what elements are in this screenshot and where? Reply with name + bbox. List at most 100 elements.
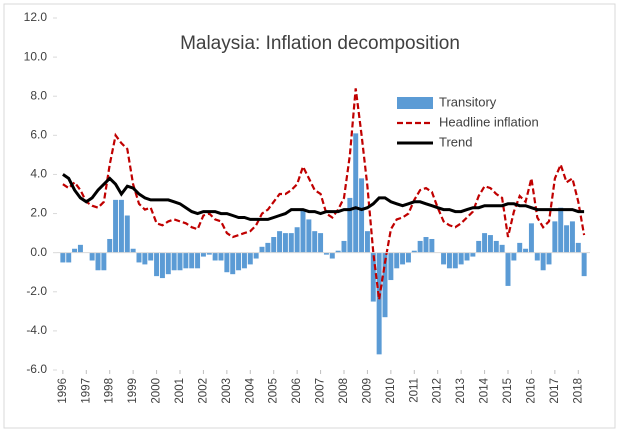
x-tick-label: 2003 (221, 378, 233, 404)
bar (523, 248, 529, 253)
bar (441, 252, 447, 265)
bar (306, 219, 312, 253)
x-tick-label: 2013 (455, 378, 467, 404)
bar (130, 248, 136, 253)
bar (72, 248, 78, 253)
legend-label: Transitory (439, 94, 497, 109)
bar (101, 252, 107, 271)
x-tick-label: 2012 (432, 378, 444, 404)
bar (124, 215, 130, 253)
bar (335, 250, 341, 253)
bar (236, 252, 242, 271)
bar (411, 250, 417, 253)
bar (95, 252, 101, 271)
x-tick-label: 1996 (57, 378, 69, 404)
bar (224, 252, 230, 273)
bar (528, 223, 534, 253)
bar (171, 252, 177, 271)
x-tick-label: 2007 (315, 378, 327, 404)
bar (60, 252, 66, 263)
bar (575, 242, 581, 253)
bar (370, 252, 376, 302)
y-tick-label: 6.0 (30, 128, 47, 142)
bar (382, 252, 388, 318)
y-tick-label: 4.0 (30, 167, 47, 181)
bar (558, 207, 564, 253)
y-tick-label: 10.0 (24, 49, 48, 63)
y-tick-label: 0.0 (30, 245, 47, 259)
bar (142, 252, 148, 265)
x-tick-label: 2011 (408, 378, 420, 403)
line (62, 173, 585, 221)
x-tick-label: 2017 (549, 378, 561, 404)
y-tick-label: -4.0 (26, 323, 47, 337)
x-tick-label: 2000 (151, 378, 163, 404)
bar (277, 231, 283, 253)
bar (212, 252, 218, 261)
bar (470, 252, 476, 257)
bar (452, 252, 458, 269)
bar (113, 199, 119, 253)
y-tick-label: -2.0 (26, 284, 47, 298)
bar (423, 237, 429, 253)
bar (136, 252, 142, 263)
x-tick-label: 2004 (244, 377, 256, 403)
bar (259, 246, 265, 253)
bar (388, 252, 394, 281)
y-tick-label: 2.0 (30, 206, 47, 220)
x-tick-label: 2008 (338, 378, 350, 404)
bar (359, 178, 365, 253)
bar (177, 252, 183, 271)
legend-label: Headline inflation (439, 114, 539, 129)
bar (318, 233, 324, 253)
bar (446, 252, 452, 269)
bar (77, 244, 83, 253)
bar (564, 225, 570, 253)
x-tick-label: 2016 (525, 378, 537, 404)
x-tick-label: 2005 (268, 378, 280, 404)
bar (323, 252, 329, 255)
bar (552, 221, 558, 253)
bar (569, 221, 575, 253)
bar (165, 252, 171, 275)
bar (206, 252, 212, 255)
bar (148, 252, 154, 261)
bar (218, 252, 224, 261)
x-tick-label: 2002 (197, 378, 209, 404)
bar (89, 252, 95, 261)
bar (183, 252, 189, 269)
bar (341, 240, 347, 253)
bar (329, 252, 335, 259)
legend-label: Trend (439, 134, 472, 149)
bar (511, 252, 517, 261)
bar (271, 237, 277, 253)
x-tick-label: 2006 (291, 378, 303, 404)
bar (458, 252, 464, 265)
bar (534, 252, 540, 261)
bar (265, 242, 271, 253)
x-tick-label: 2010 (385, 378, 397, 404)
bar (400, 252, 406, 265)
x-tick-label: 2001 (174, 378, 186, 404)
bar (230, 252, 236, 275)
bar (487, 235, 493, 253)
y-tick-label: 8.0 (30, 88, 47, 102)
bar (540, 252, 546, 271)
bar (247, 252, 253, 265)
bar (294, 227, 300, 253)
bar (581, 252, 587, 277)
bar (482, 233, 488, 253)
bar (66, 252, 72, 263)
bar (376, 252, 382, 355)
bar (118, 199, 124, 253)
x-tick-label: 1997 (80, 378, 92, 404)
bar (394, 252, 400, 269)
bar (429, 238, 435, 253)
bar (300, 209, 306, 253)
legend-swatch (397, 97, 433, 109)
chart-frame (3, 3, 616, 429)
y-tick-label: -6.0 (26, 362, 47, 376)
x-tick-label: 2009 (361, 378, 373, 404)
bar (364, 231, 370, 253)
